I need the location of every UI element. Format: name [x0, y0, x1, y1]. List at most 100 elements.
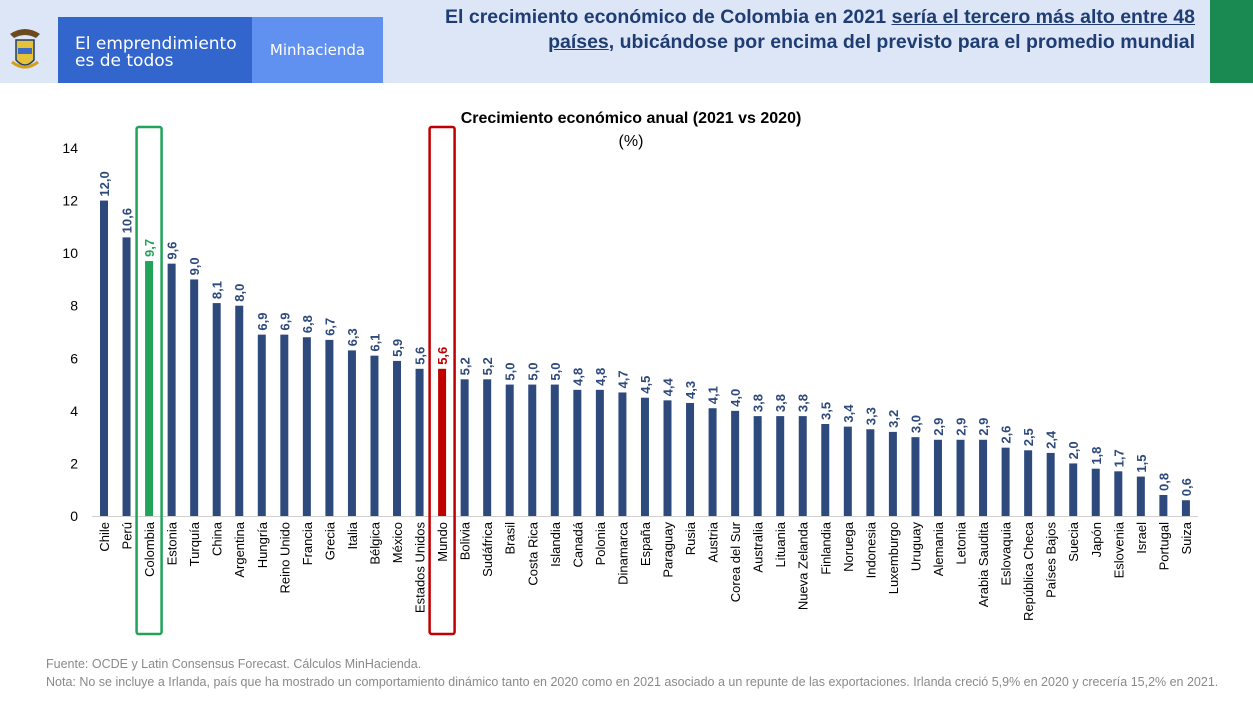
data-label: 4,5 [638, 376, 653, 394]
coat-of-arms-icon [10, 29, 40, 69]
source-note: Fuente: OCDE y Latin Consensus Forecast.… [46, 657, 422, 671]
x-tick-label: Estonia [165, 521, 180, 565]
x-tick-label: Islandia [548, 521, 563, 567]
bar-chile [100, 200, 108, 517]
data-label: 4,8 [570, 368, 585, 386]
x-tick-label: Francia [300, 521, 315, 565]
data-label: 1,8 [1089, 447, 1104, 465]
data-label: 8,0 [232, 284, 247, 302]
data-label: 4,0 [728, 389, 743, 407]
data-label: 2,0 [1066, 441, 1081, 459]
x-tick-label: Corea del Sur [728, 521, 743, 602]
headline-text: El crecimiento económico de Colombia en … [445, 6, 892, 28]
x-tick-label: Costa Rica [525, 521, 540, 585]
x-tick-label: Suecia [1066, 521, 1081, 562]
chart-title: Crecimiento económico anual (2021 vs 202… [461, 110, 802, 127]
data-label: 9,7 [142, 239, 157, 257]
x-tick-label: Israel [1134, 522, 1149, 554]
footnote: Nota: No se incluye a Irlanda, país que … [46, 675, 1219, 689]
data-label: 10,6 [120, 208, 135, 233]
x-tick-label: Canadá [570, 521, 585, 567]
data-label: 2,9 [954, 418, 969, 436]
bar-sudáfrica [483, 379, 492, 516]
data-label: 3,5 [818, 402, 833, 420]
bar-lituania [776, 416, 785, 516]
bar-bélgica [370, 355, 379, 516]
x-tick-label: Finlandia [818, 521, 833, 575]
x-tick-label: Estados Unidos [413, 522, 428, 614]
x-tick-label: Indonesia [863, 521, 878, 578]
x-tick-label: Lituania [773, 521, 788, 567]
data-label: 2,9 [931, 418, 946, 436]
bar-finlandia [821, 424, 830, 516]
data-label: 6,9 [277, 313, 292, 331]
bar-austria [708, 408, 717, 516]
x-tick-label: China [210, 521, 225, 556]
x-tick-label: Dinamarca [615, 521, 630, 585]
x-tick-label: Bélgica [367, 521, 382, 564]
data-label: 0,8 [1156, 473, 1171, 491]
data-label: 3,0 [908, 415, 923, 433]
x-tick-label: Noruega [841, 521, 856, 572]
x-tick-label: República Checa [1021, 521, 1036, 621]
x-tick-label: Sudáfrica [480, 521, 495, 577]
data-label: 5,0 [548, 362, 563, 380]
headline-emphasis: sería el tercero más alto entre 48 paíse… [548, 6, 1195, 53]
bar-perú [122, 237, 131, 516]
data-label: 9,6 [165, 242, 180, 260]
y-tick-label: 6 [70, 350, 78, 366]
data-label: 5,2 [480, 357, 495, 375]
bar-japón [1091, 468, 1100, 516]
highlight-box-colombia [135, 125, 163, 636]
data-label: 6,8 [300, 315, 315, 333]
x-tick-label: España [638, 521, 653, 566]
bar-españa [640, 397, 649, 516]
data-label: 5,9 [390, 339, 405, 357]
data-label: 5,0 [525, 362, 540, 380]
bar-estonia [167, 263, 176, 516]
data-label: 4,3 [683, 381, 698, 399]
bar-estados-unidos [415, 368, 424, 516]
data-label: 2,4 [1044, 430, 1059, 449]
bar-australia [753, 416, 762, 516]
x-tick-label: México [390, 522, 405, 563]
header-banner: El emprendimiento es de todos Minhaciend… [0, 0, 1253, 83]
data-label: 6,7 [322, 318, 337, 336]
bar-chart: Crecimiento económico anual (2021 vs 202… [62, 110, 1198, 636]
ministry-label: Minhacienda [252, 17, 383, 83]
bar-suecia [1069, 463, 1078, 516]
x-tick-label: Reino Unido [277, 522, 292, 594]
data-label: 2,5 [1021, 428, 1036, 446]
bar-hungría [257, 334, 266, 516]
x-tick-label: Bolivia [458, 521, 473, 560]
data-label: 12,0 [97, 171, 112, 196]
bar-países-bajos [1046, 452, 1055, 516]
x-tick-label: Nueva Zelanda [796, 521, 811, 610]
x-tick-label: Brasil [503, 522, 518, 555]
x-tick-label: Colombia [142, 521, 157, 577]
data-label: 1,5 [1134, 454, 1149, 472]
bar-suiza [1181, 500, 1190, 516]
bar-dinamarca [618, 392, 627, 516]
data-label: 1,7 [1111, 449, 1126, 467]
y-tick-label: 10 [62, 245, 78, 261]
bar-grecia [325, 339, 334, 516]
bar-italia [347, 350, 356, 516]
data-label: 2,6 [999, 426, 1014, 444]
x-tick-label: Portugal [1156, 522, 1171, 571]
bar-letonia [956, 439, 965, 516]
bar-noruega [843, 426, 852, 516]
y-tick-label: 0 [70, 508, 78, 524]
bar-bolivia [460, 379, 469, 516]
bar-francia [302, 337, 311, 516]
x-tick-label: Rusia [683, 521, 698, 555]
page-headline: El crecimiento económico de Colombia en … [395, 5, 1195, 55]
bar-polonia [595, 389, 604, 516]
bar-canadá [573, 389, 582, 516]
bar-indonesia [866, 429, 875, 516]
y-tick-label: 14 [62, 140, 78, 156]
x-tick-label: Arabia Saudita [976, 521, 991, 607]
x-tick-label: Suiza [1179, 521, 1194, 554]
x-tick-label: Turquía [187, 521, 202, 566]
bar-alemania [933, 439, 942, 516]
